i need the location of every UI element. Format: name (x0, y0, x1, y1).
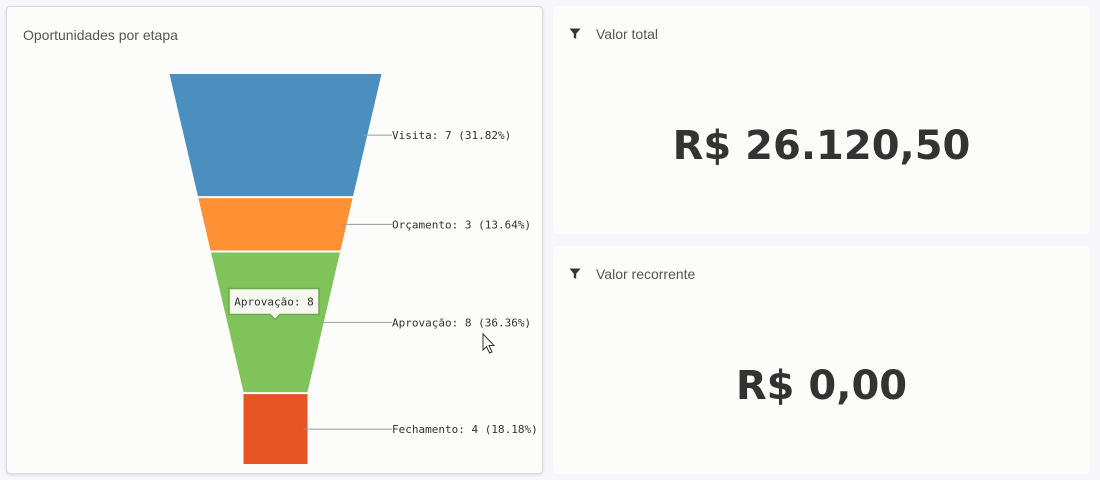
recurring-value-card: Valor recorrente R$ 0,00 (553, 246, 1090, 474)
total-value-header: Valor total (569, 26, 658, 42)
mouse-cursor-icon (482, 332, 496, 354)
recurring-value-amount: R$ 0,00 (735, 363, 908, 409)
funnel-segment-fechamento[interactable] (243, 394, 308, 464)
total-value-card: Valor total R$ 26.120,50 (553, 6, 1090, 234)
recurring-value-title: Valor recorrente (596, 266, 696, 282)
funnel-chart: Visita: 7 (31.82%) Orçamento: 3 (13.64%) A… (169, 74, 538, 464)
total-value-title: Valor total (596, 26, 658, 42)
funnel-segment-aprovacao[interactable] (211, 252, 340, 393)
filter-icon (569, 28, 581, 39)
funnel-tooltip-text: Aprovação: 8 (234, 296, 313, 309)
funnel-tooltip: Aprovação: 8 (228, 287, 320, 321)
funnel-segment-visita[interactable] (169, 74, 382, 197)
funnel-label: Visita: 7 (31.82%) (392, 129, 511, 142)
funnel-label: Aprovação: 8 (36.36%) (392, 316, 531, 329)
recurring-value-header: Valor recorrente (569, 266, 695, 282)
funnel-card-title: Oportunidades por etapa (23, 27, 178, 43)
total-value-amount: R$ 26.120,50 (672, 123, 971, 169)
funnel-card: Oportunidades por etapa Visita: 7 (31.82… (6, 6, 543, 474)
filter-icon (569, 268, 581, 279)
funnel-segment-orcamento[interactable] (198, 198, 353, 251)
funnel-label: Orçamento: 3 (13.64%) (392, 218, 531, 231)
funnel-label: Fechamento: 4 (18.18%) (392, 423, 538, 436)
